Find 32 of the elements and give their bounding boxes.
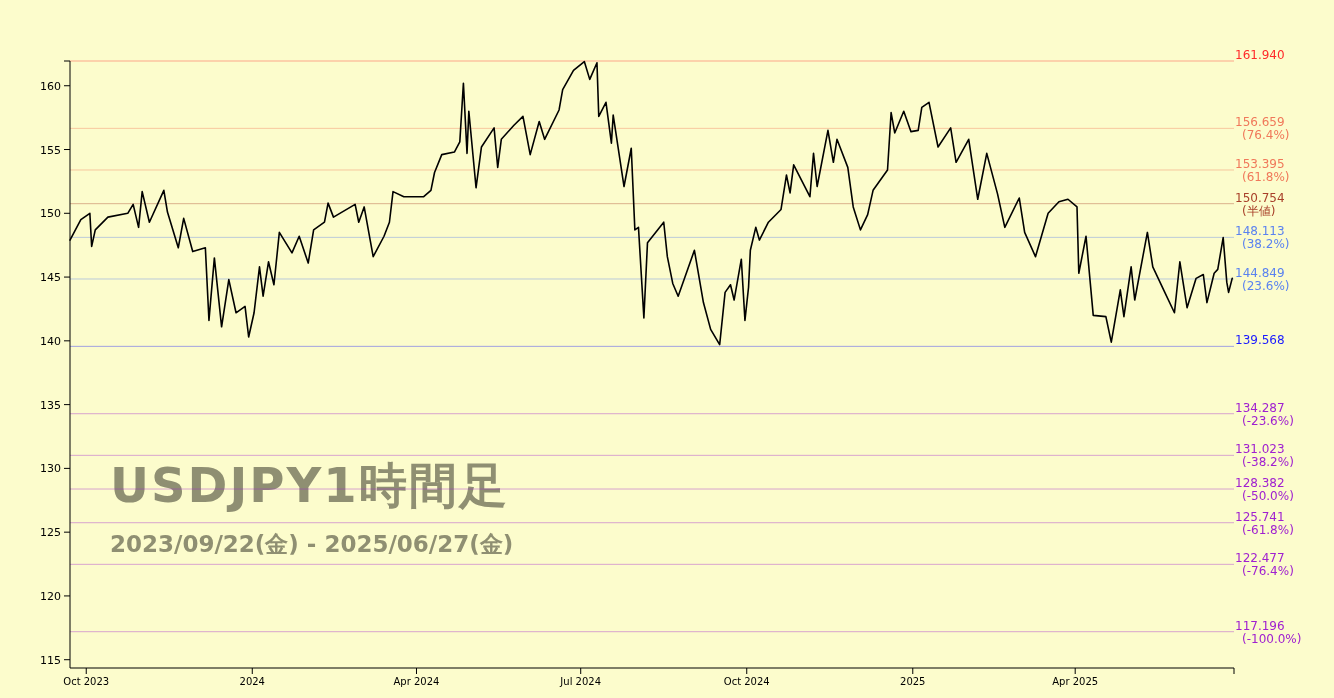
y-tick-label: 135 [40,398,61,412]
y-tick-label: 160 [40,79,61,93]
text: USDJPY1時間足 [110,457,509,513]
y-tick-label: 145 [40,271,61,285]
y-tick-label: 155 [40,143,61,157]
y-tick-label: 150 [40,207,61,221]
ref-line-label: 144.849 (23.6%) [1235,265,1290,293]
y-tick-label: 130 [40,462,61,476]
ref-line-label: 148.113 (38.2%) [1235,224,1290,252]
y-tick-label: 125 [40,526,61,540]
x-tick-label: Oct 2023 [63,676,110,687]
x-tick-label: 2024 [239,676,265,687]
ref-line-label: 125.741 (-61.8%) [1235,509,1294,537]
x-tick-label: Apr 2025 [1052,676,1099,687]
x-tick-label: Jul 2024 [559,676,602,687]
ref-line-label: 139.568 [1235,333,1285,348]
ref-line-label: 117.196 (-100.0%) [1235,618,1302,646]
ref-line-label: 150.754 (半値) [1235,190,1285,218]
ref-line-label: 134.287 (-23.6%) [1235,400,1294,428]
y-tick-label: 140 [40,334,61,348]
y-tick-label: 120 [40,589,61,603]
x-tick-label: 2025 [900,676,926,687]
x-tick-label: Oct 2024 [723,676,770,687]
ref-line-label: 128.382 (-50.0%) [1235,476,1294,504]
ref-line-label: 156.659 (76.4%) [1235,115,1290,143]
y-tick-label: 115 [40,653,61,667]
ref-line-label: 153.395 (61.8%) [1235,156,1290,184]
x-tick-label: Apr 2024 [393,676,440,687]
ref-line-label: 122.477 (-76.4%) [1235,551,1294,579]
text: 2023/09/22(金) - 2025/06/27(金) [110,531,514,557]
ref-line-label: 131.023 (-38.2%) [1235,442,1294,470]
ref-line-label: 161.940 [1235,48,1285,62]
